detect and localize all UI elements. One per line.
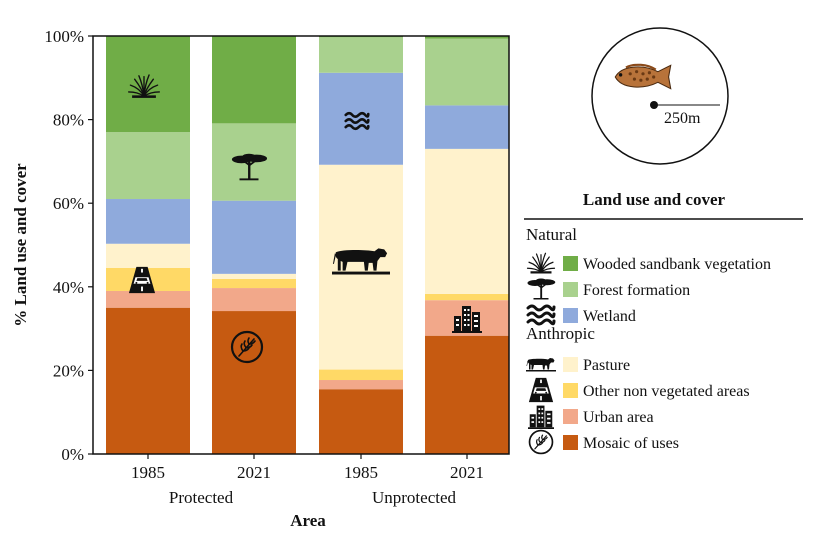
legend-group-heading: Anthropic: [526, 324, 595, 343]
legend-swatch: [563, 308, 578, 323]
legend-swatch: [563, 282, 578, 297]
legend: Land use and cover Natural Wooded sandban…: [524, 190, 803, 455]
legend-swatch: [563, 435, 578, 450]
x-tick-label: 2021: [237, 463, 271, 482]
inset-map: 250m: [591, 27, 729, 165]
bar-segment-wooded-sandbank-vegetation: [106, 36, 190, 133]
bar-segment-wetland: [425, 105, 509, 149]
bar-segment-wooded-sandbank-vegetation: [212, 36, 296, 124]
x-tick-label: 2021: [450, 463, 484, 482]
acacia-tree-icon: [527, 278, 556, 300]
x-axis-title: Area: [290, 511, 326, 530]
bar-segment-urban-area: [106, 290, 190, 308]
bar-segment-mosaic-of-uses: [106, 307, 190, 454]
y-tick-label: 100%: [44, 27, 84, 46]
bar-segment-urban-area: [212, 288, 296, 312]
y-axis-title: % Land use and cover: [11, 163, 30, 327]
legend-label: Wetland: [583, 308, 636, 325]
bar-segment-pasture: [425, 148, 509, 294]
shrub-icon: [526, 252, 556, 275]
x-tick-label: 1985: [344, 463, 378, 482]
bar-segment-mosaic-of-uses: [425, 335, 509, 454]
legend-label: Urban area: [583, 409, 654, 426]
legend-label: Wooded sandbank vegetation: [583, 256, 771, 273]
buildings-icon: [528, 405, 554, 429]
x-group-label: Unprotected: [372, 488, 457, 507]
y-tick-label: 60%: [53, 194, 84, 213]
bar-segment-other-non-vegetated-areas: [425, 293, 509, 301]
bar-segment-wetland: [106, 199, 190, 244]
bar-segment-pasture: [106, 243, 190, 268]
legend-swatch: [563, 383, 578, 398]
y-tick-label: 0%: [61, 445, 84, 464]
legend-label: Forest formation: [583, 282, 690, 299]
y-tick-label: 40%: [53, 278, 84, 297]
legend-swatch: [563, 256, 578, 271]
inset-circle: [591, 27, 729, 165]
legend-swatch: [563, 409, 578, 424]
bar-segment-pasture: [212, 273, 296, 279]
water-waves-icon: [526, 304, 556, 326]
bar-segment-mosaic-of-uses: [319, 389, 403, 454]
bar-segment-wetland: [212, 200, 296, 274]
bar-segment-other-non-vegetated-areas: [212, 278, 296, 289]
legend-label: Mosaic of uses: [583, 435, 679, 452]
y-axis: 0% 20% 40% 60% 80% 100%: [44, 27, 93, 464]
y-tick-label: 20%: [53, 361, 84, 380]
plot-frame: [92, 35, 510, 455]
legend-label: Pasture: [583, 357, 630, 374]
scale-label: 250m: [664, 110, 701, 127]
legend-swatch: [563, 357, 578, 372]
legend-group-heading: Natural: [526, 225, 577, 244]
scale-dot: [650, 101, 658, 109]
bar-segment-wooded-sandbank-vegetation: [425, 36, 509, 39]
bar-segment-forest-formation: [319, 37, 403, 73]
wheat-circle-icon: [528, 429, 554, 455]
x-tick-label: 1985: [131, 463, 165, 482]
legend-label: Other non vegetated areas: [583, 383, 750, 400]
bars-layer: [106, 36, 509, 454]
bar-segment-forest-formation: [425, 38, 509, 106]
bar-segment-forest-formation: [106, 132, 190, 200]
cow-icon: [526, 358, 556, 372]
bar-segment-urban-area: [319, 380, 403, 390]
bar-segment-other-non-vegetated-areas: [319, 369, 403, 381]
legend-title: Land use and cover: [583, 190, 726, 209]
y-tick-label: 80%: [53, 111, 84, 130]
bar-segment-pasture: [319, 164, 403, 370]
x-group-label: Protected: [169, 488, 234, 507]
road-car-icon: [528, 377, 554, 403]
bar-segment-mosaic-of-uses: [212, 311, 296, 454]
